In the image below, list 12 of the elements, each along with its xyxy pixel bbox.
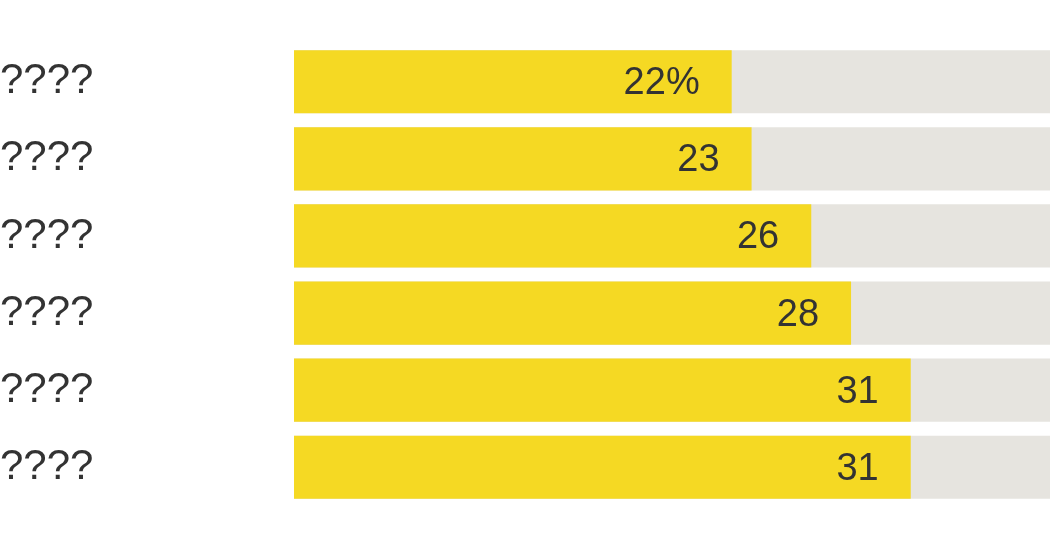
y-tick-label: ???? — [0, 286, 94, 334]
y-tick-label: ???? — [0, 363, 94, 411]
data-label: 26 — [736, 214, 780, 257]
data-label: 23 — [677, 137, 720, 180]
data-label: 31 — [836, 368, 879, 411]
data-label: 28 — [776, 291, 820, 334]
y-tick-label: ???? — [0, 209, 94, 257]
data-label: 31 — [836, 445, 879, 488]
y-tick-label: ???? — [0, 55, 94, 103]
y-tick-label: ???? — [0, 132, 94, 180]
data-label: 22% — [623, 60, 700, 103]
y-tick-label: ???? — [0, 440, 94, 488]
